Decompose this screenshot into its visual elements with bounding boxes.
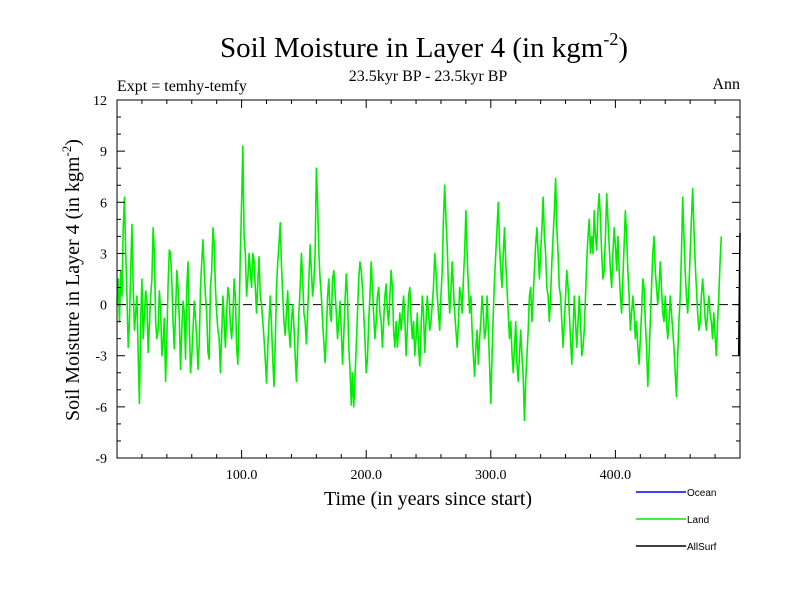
y-tick-label: -9 (95, 452, 107, 467)
x-tick-label: 100.0 (226, 468, 258, 483)
y-tick-label: 6 (100, 196, 107, 211)
y-axis-label: Soil Moisture in Layer 4 (in kgm-2) (59, 139, 84, 421)
y-tick-label: 12 (93, 94, 107, 109)
x-tick-label: 300.0 (475, 468, 507, 483)
y-tick-label: 3 (100, 247, 107, 262)
y-tick-label: -3 (95, 350, 107, 365)
axis-ticks: -9 -6 -3 0 3 6 9 12 100.0 200.0 300.0 400.0 (93, 94, 740, 483)
legend-label-ocean: Ocean (687, 488, 716, 499)
y-tick-label: 9 (100, 145, 107, 160)
legend-label-allsurf: AllSurf (687, 542, 717, 553)
chart-title: Soil Moisture in Layer 4 (in kgm-2) (220, 29, 628, 64)
legend-label-land: Land (687, 515, 709, 526)
series-line-land (116, 145, 723, 422)
y-tick-label: 0 (100, 299, 107, 314)
plot-frame (116, 99, 741, 459)
legend: Ocean Land AllSurf (636, 488, 717, 553)
x-axis-label: Time (in years since start) (324, 488, 532, 510)
season-label: Ann (712, 76, 740, 93)
expt-label: Expt = temhy-temfy (117, 78, 247, 95)
x-tick-label: 400.0 (600, 468, 632, 483)
chart-subtitle: 23.5kyr BP - 23.5kyr BP (349, 68, 508, 85)
y-tick-label: -6 (95, 401, 107, 416)
x-tick-label: 200.0 (350, 468, 382, 483)
series-group (116, 145, 741, 422)
